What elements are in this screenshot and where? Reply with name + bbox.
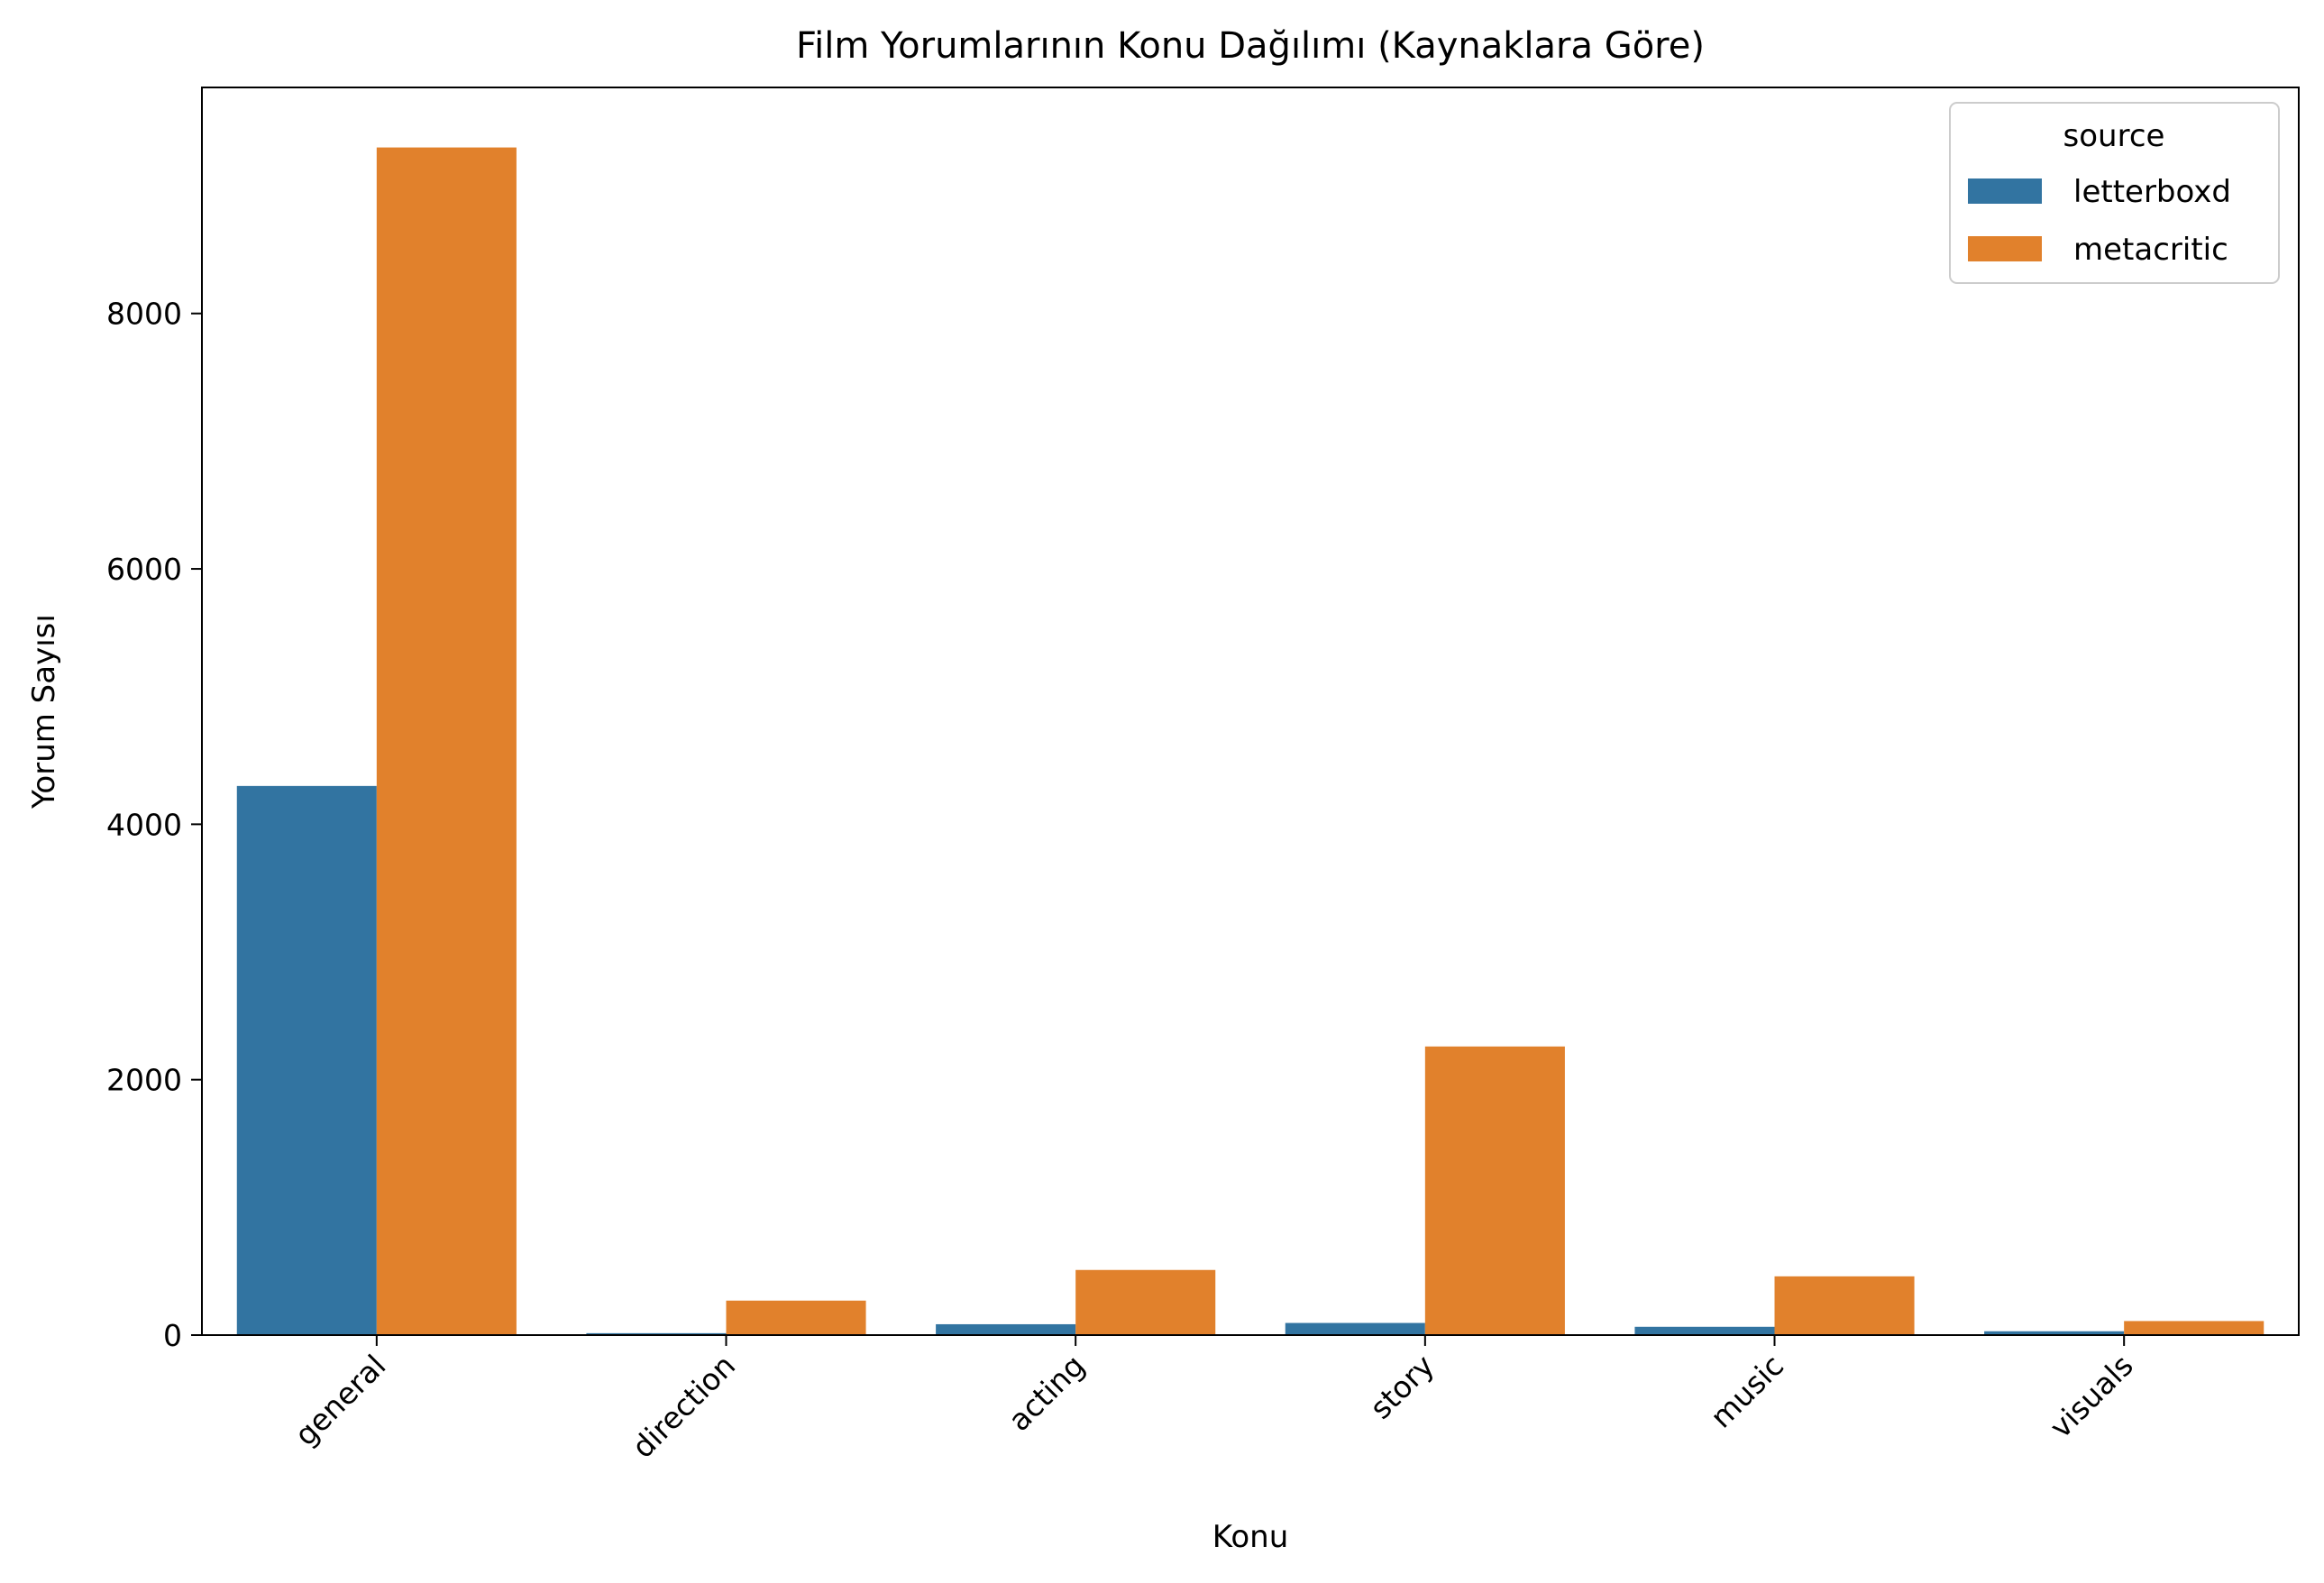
bar-letterboxd-acting bbox=[936, 1323, 1076, 1335]
x-axis-label: Konu bbox=[1212, 1519, 1289, 1555]
bar-letterboxd-story bbox=[1285, 1322, 1425, 1335]
bar-metacritic-direction bbox=[726, 1300, 866, 1335]
legend-swatch-metacritic bbox=[1968, 236, 2042, 261]
y-tick-label: 2000 bbox=[106, 1063, 182, 1098]
bar-metacritic-acting bbox=[1075, 1269, 1216, 1335]
x-tick-label-general: general bbox=[288, 1348, 392, 1452]
legend: source letterboxd metacritic bbox=[1949, 102, 2280, 284]
x-tick-label-direction: direction bbox=[625, 1348, 742, 1465]
x-tick-label-acting: acting bbox=[1002, 1348, 1092, 1438]
chart-title: Film Yorumlarının Konu Dağılımı (Kaynakl… bbox=[796, 25, 1705, 67]
bars-group bbox=[236, 147, 2265, 1335]
legend-label-metacritic: metacritic bbox=[2073, 232, 2228, 268]
bar-metacritic-story bbox=[1424, 1046, 1565, 1335]
y-tick-label: 8000 bbox=[106, 297, 182, 332]
legend-title: source bbox=[2063, 118, 2165, 154]
bar-letterboxd-music bbox=[1634, 1326, 1775, 1335]
bar-letterboxd-direction bbox=[586, 1332, 727, 1335]
y-tick-label: 0 bbox=[163, 1318, 182, 1353]
x-tick-label-story: story bbox=[1363, 1348, 1441, 1426]
bar-metacritic-visuals bbox=[2124, 1321, 2265, 1335]
x-axis: general direction acting story music visuals bbox=[288, 1335, 2140, 1465]
y-axis: 0 2000 4000 6000 8000 bbox=[106, 297, 202, 1353]
y-tick-label: 6000 bbox=[106, 552, 182, 587]
y-axis-label: Yorum Sayısı bbox=[26, 614, 62, 810]
legend-label-letterboxd: letterboxd bbox=[2073, 174, 2231, 210]
bar-letterboxd-general bbox=[236, 785, 377, 1335]
bar-metacritic-general bbox=[376, 147, 517, 1335]
legend-swatch-letterboxd bbox=[1968, 178, 2042, 204]
bar-letterboxd-visuals bbox=[1984, 1331, 2125, 1335]
plot-frame bbox=[201, 87, 2300, 1336]
x-tick-label-visuals: visuals bbox=[2043, 1348, 2140, 1445]
x-tick-label-music: music bbox=[1704, 1348, 1791, 1435]
y-tick-label: 4000 bbox=[106, 807, 182, 842]
bar-metacritic-music bbox=[1774, 1276, 1915, 1335]
